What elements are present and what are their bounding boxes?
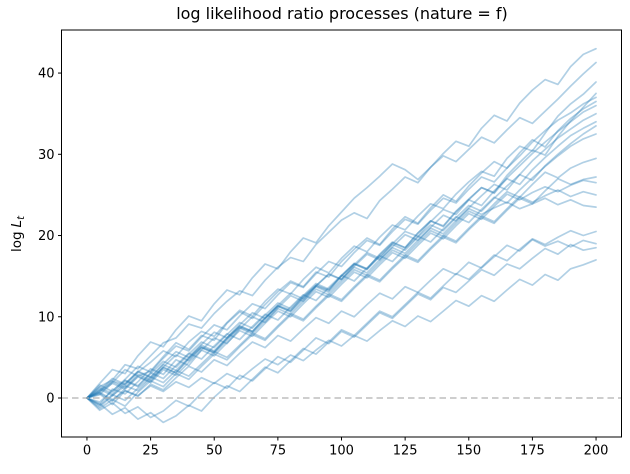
y-tick-label: 40 xyxy=(38,67,55,82)
llr-path-line xyxy=(86,157,597,399)
llr-path-line xyxy=(86,243,597,419)
x-tick-label: 0 xyxy=(83,444,91,459)
llr-path-line xyxy=(86,100,597,399)
y-axis-label: log Lt xyxy=(9,215,27,252)
x-tick-label: 100 xyxy=(329,444,354,459)
llr-path-line xyxy=(86,104,597,406)
x-tick-label: 125 xyxy=(393,444,418,459)
llr-path-line xyxy=(86,92,597,408)
llr-path-line xyxy=(86,125,597,399)
llr-path-line xyxy=(86,229,597,424)
llr-path-line xyxy=(86,238,597,406)
x-tick-label: 50 xyxy=(206,444,223,459)
axes-layer: 0 25 50 75 100 125 150 175 200 0 10 20 30 40 xyxy=(38,29,622,459)
llr-path-line xyxy=(86,120,597,403)
x-tick-label: 75 xyxy=(270,444,287,459)
llr-path-line xyxy=(86,197,597,399)
y-tick-label: 10 xyxy=(38,310,55,325)
y-axis-label-subscript: t xyxy=(16,215,27,220)
llr-path-line xyxy=(86,81,597,399)
llr-path-line xyxy=(86,112,597,399)
x-tick-label: 200 xyxy=(584,444,609,459)
y-axis-label-symbol: L xyxy=(9,220,25,228)
series-layer xyxy=(86,47,597,424)
llr-path-line xyxy=(86,176,597,410)
x-tick-label: 175 xyxy=(520,444,545,459)
y-tick-label: 30 xyxy=(38,148,55,163)
llr-path-line xyxy=(86,133,597,403)
llr-path-line xyxy=(86,189,597,407)
llr-path-line xyxy=(86,47,597,399)
llr-path-line xyxy=(86,96,597,399)
x-tick-label: 25 xyxy=(142,444,159,459)
y-axis-label-prefix: log xyxy=(9,231,25,252)
chart-title: log likelihood ratio processes (nature =… xyxy=(176,4,508,23)
llr-path-line xyxy=(86,259,597,401)
y-tick-label: 0 xyxy=(46,392,54,407)
llr-path-line xyxy=(86,179,597,399)
y-tick-label: 20 xyxy=(38,229,55,244)
llr-path-line xyxy=(86,61,597,399)
x-tick-label: 150 xyxy=(456,444,481,459)
